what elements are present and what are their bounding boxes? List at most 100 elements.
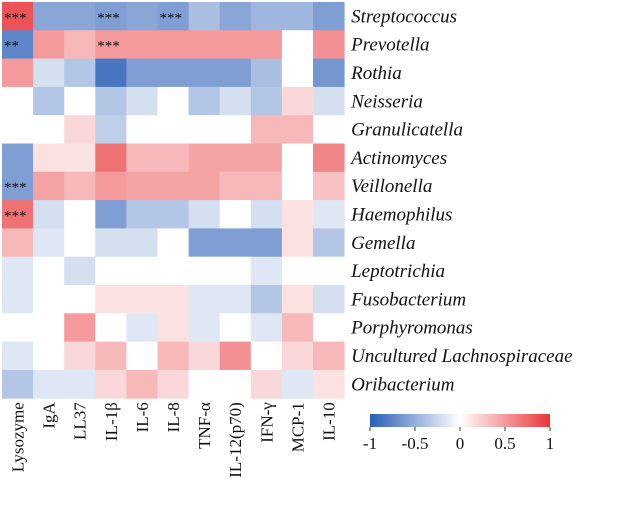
heatmap-cells bbox=[2, 2, 345, 399]
heatmap-cell bbox=[219, 2, 252, 31]
heatmap-cell bbox=[157, 58, 190, 88]
heatmap-cell bbox=[157, 2, 190, 31]
heatmap-cell bbox=[250, 143, 283, 173]
significance-marker: *** bbox=[97, 10, 120, 26]
heatmap-cell bbox=[281, 86, 314, 116]
colorbar-tick-label: 1 bbox=[546, 434, 555, 453]
heatmap-cell bbox=[250, 115, 283, 144]
heatmap-cell bbox=[95, 285, 127, 314]
heatmap-cell bbox=[64, 341, 96, 371]
heatmap-cell bbox=[2, 341, 34, 371]
heatmap-cell bbox=[188, 256, 221, 286]
heatmap-cell bbox=[2, 2, 34, 31]
heatmap-cell bbox=[313, 2, 345, 31]
heatmap-cell bbox=[313, 115, 345, 144]
heatmap-cell bbox=[281, 285, 314, 314]
heatmap-cell bbox=[281, 2, 314, 31]
column-label: IgA bbox=[40, 401, 59, 428]
heatmap-cell bbox=[2, 171, 34, 201]
heatmap-cell bbox=[33, 58, 65, 88]
row-label: Neisseria bbox=[350, 91, 423, 112]
heatmap-cell bbox=[188, 285, 221, 314]
heatmap-cell bbox=[64, 313, 96, 343]
heatmap-cell bbox=[157, 228, 190, 258]
heatmap-cell bbox=[95, 2, 127, 31]
heatmap-cell bbox=[95, 171, 127, 201]
heatmap-cell bbox=[64, 200, 96, 229]
significance-marker: *** bbox=[97, 39, 120, 55]
row-label: Leptotrichia bbox=[350, 261, 445, 282]
heatmap-cell bbox=[33, 313, 65, 343]
heatmap-cell bbox=[188, 143, 221, 173]
heatmap-cell bbox=[188, 115, 221, 144]
column-label: LL37 bbox=[71, 402, 90, 440]
heatmap-cell bbox=[157, 369, 190, 399]
heatmap-cell bbox=[219, 369, 252, 399]
row-label: Gemella bbox=[351, 233, 415, 254]
heatmap-cell bbox=[281, 30, 314, 60]
heatmap-cell bbox=[126, 341, 158, 371]
row-label: Oribacterium bbox=[351, 374, 454, 395]
heatmap-cell bbox=[64, 285, 96, 314]
heatmap-cell bbox=[281, 369, 314, 399]
heatmap-cell bbox=[281, 143, 314, 173]
column-label: IL-1β bbox=[102, 402, 121, 441]
heatmap-cell bbox=[126, 285, 158, 314]
heatmap-cell bbox=[64, 115, 96, 144]
heatmap-cell bbox=[33, 30, 65, 60]
column-label: IL-10 bbox=[320, 402, 339, 441]
column-label: IFN-γ bbox=[257, 402, 276, 443]
row-label: Rothia bbox=[350, 63, 402, 84]
column-label: Lysozyme bbox=[9, 402, 28, 472]
colorbar-tick-label: 0 bbox=[456, 434, 465, 453]
heatmap-cell bbox=[33, 115, 65, 144]
heatmap-cell bbox=[64, 2, 96, 31]
heatmap-cell bbox=[313, 369, 345, 399]
heatmap-cell bbox=[33, 369, 65, 399]
heatmap-cell bbox=[126, 30, 158, 60]
heatmap-cell bbox=[313, 313, 345, 343]
heatmap-cell bbox=[219, 200, 252, 229]
heatmap-cell bbox=[126, 2, 158, 31]
heatmap-cell bbox=[64, 256, 96, 286]
column-label: IL-12(p70) bbox=[226, 402, 245, 478]
heatmap-cell bbox=[64, 58, 96, 88]
heatmap-cell bbox=[95, 228, 127, 258]
heatmap-cell bbox=[157, 200, 190, 229]
colorbar-tick-label: -0.5 bbox=[402, 434, 429, 453]
heatmap-cell bbox=[188, 30, 221, 60]
heatmap-cell bbox=[64, 86, 96, 116]
heatmap-cell bbox=[2, 200, 34, 229]
heatmap-cell bbox=[250, 313, 283, 343]
colorbar-tick-label: -1 bbox=[363, 434, 377, 453]
heatmap-cell bbox=[95, 86, 127, 116]
heatmap-cell bbox=[126, 86, 158, 116]
heatmap-cell bbox=[64, 228, 96, 258]
row-label: Porphyromonas bbox=[350, 318, 473, 339]
heatmap-cell bbox=[126, 256, 158, 286]
row-label: Granulicatella bbox=[351, 120, 463, 141]
heatmap-cell bbox=[219, 171, 252, 201]
column-label: IL-8 bbox=[164, 402, 183, 432]
heatmap-cell bbox=[313, 256, 345, 286]
heatmap-cell bbox=[313, 58, 345, 88]
heatmap-cell bbox=[250, 256, 283, 286]
heatmap-cell bbox=[95, 200, 127, 229]
heatmap-cell bbox=[33, 200, 65, 229]
heatmap-cell bbox=[157, 115, 190, 144]
heatmap-cell bbox=[219, 115, 252, 144]
heatmap-cell bbox=[126, 58, 158, 88]
heatmap-cell bbox=[281, 341, 314, 371]
heatmap-cell bbox=[157, 341, 190, 371]
heatmap-cell bbox=[2, 30, 34, 60]
heatmap-cell bbox=[157, 30, 190, 60]
heatmap-cell bbox=[33, 256, 65, 286]
heatmap-cell bbox=[188, 200, 221, 229]
heatmap-cell bbox=[2, 313, 34, 343]
heatmap-cell bbox=[157, 171, 190, 201]
heatmap-cell bbox=[188, 171, 221, 201]
heatmap-cell bbox=[157, 313, 190, 343]
heatmap-cell bbox=[33, 143, 65, 173]
heatmap-cell bbox=[188, 341, 221, 371]
heatmap-cell bbox=[188, 2, 221, 31]
